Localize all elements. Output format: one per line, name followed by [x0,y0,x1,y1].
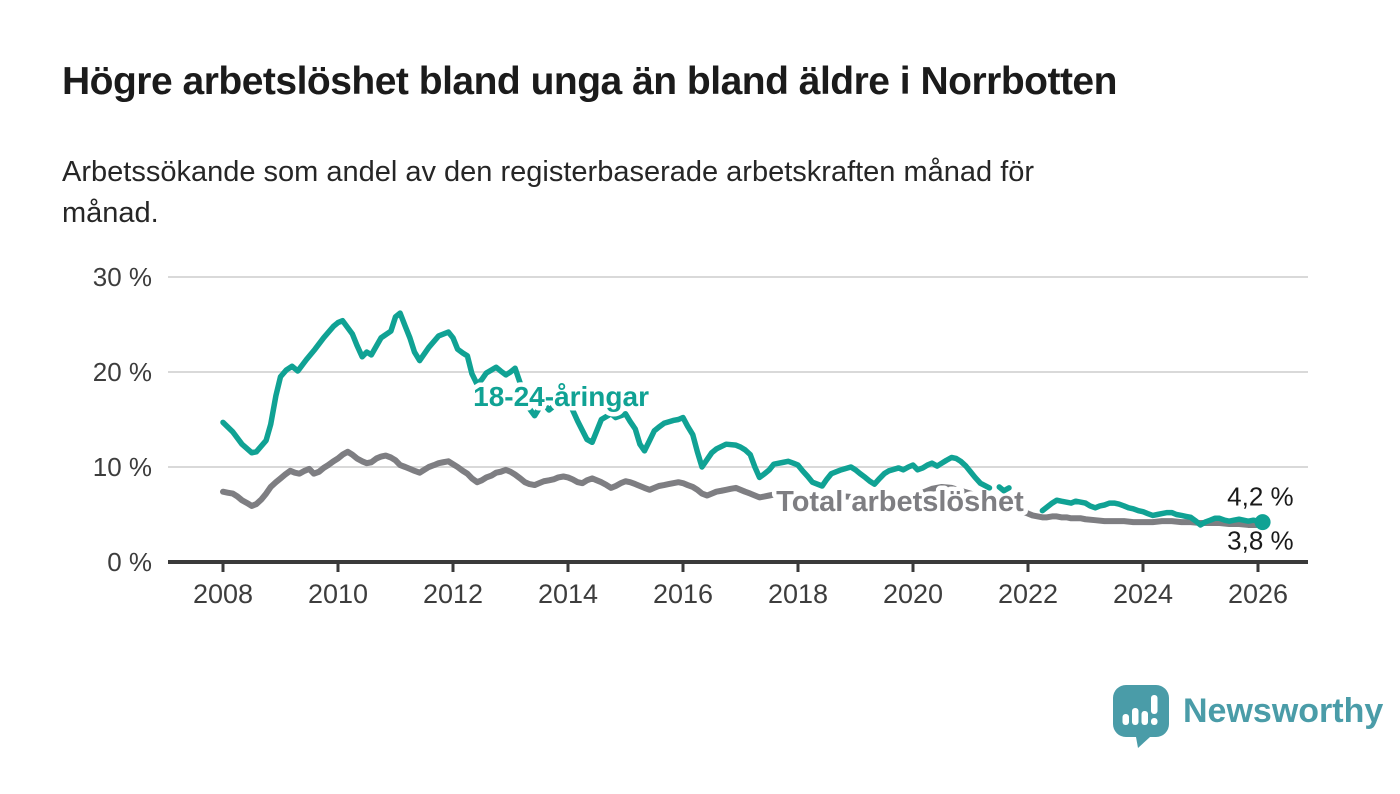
series-line-youth-segment-1 [220,310,993,491]
x-tick-label-2014: 2014 [538,579,598,609]
y-tick-label-10: 10 % [93,452,152,482]
total-series-label: Total arbetslöshet [776,486,1024,518]
newsworthy-logo: Newsworthy [1112,684,1383,748]
logo-exclamation-dot [1151,718,1158,725]
logo-bubble-shape [1113,685,1169,748]
youth-series-end-dot [1254,514,1271,531]
youth-series-label: 18-24-åringar [473,381,649,412]
logo-bar-2 [1132,708,1139,725]
youth-latest-value: 4,2 % [1227,481,1294,511]
speech-bubble-bar-chart-icon [1113,685,1169,748]
x-tick-label-2026: 2026 [1228,579,1288,609]
total-latest-value: 3,8 % [1227,526,1294,556]
x-tick-label-2010: 2010 [308,579,368,609]
y-tick-label-30: 30 % [93,262,152,292]
y-tick-label-0: 0 % [107,547,152,577]
x-tick-label-2008: 2008 [193,579,253,609]
newsworthy-wordmark: Newsworthy [1183,692,1384,730]
page-subtitle: Arbetssökande som andel av den registerb… [62,156,1035,229]
x-tick-label-2012: 2012 [423,579,483,609]
y-tick-label-20: 20 % [93,357,152,387]
x-tick-label-2016: 2016 [653,579,713,609]
series-line-youth-segment-3 [1039,497,1266,528]
x-tick-label-2020: 2020 [883,579,943,609]
x-tick-label-2024: 2024 [1113,579,1173,609]
series-line-total-segment-1 [220,448,1266,529]
x-tick-label-2022: 2022 [998,579,1058,609]
series-line-youth-segment-2 [996,484,1012,494]
logo-exclamation-bar [1151,695,1158,714]
x-tick-label-2018: 2018 [768,579,828,609]
logo-bar-3 [1141,711,1148,725]
page-title: Högre arbetslöshet bland unga än bland ä… [62,60,1117,103]
logo-bar-1 [1122,714,1129,725]
